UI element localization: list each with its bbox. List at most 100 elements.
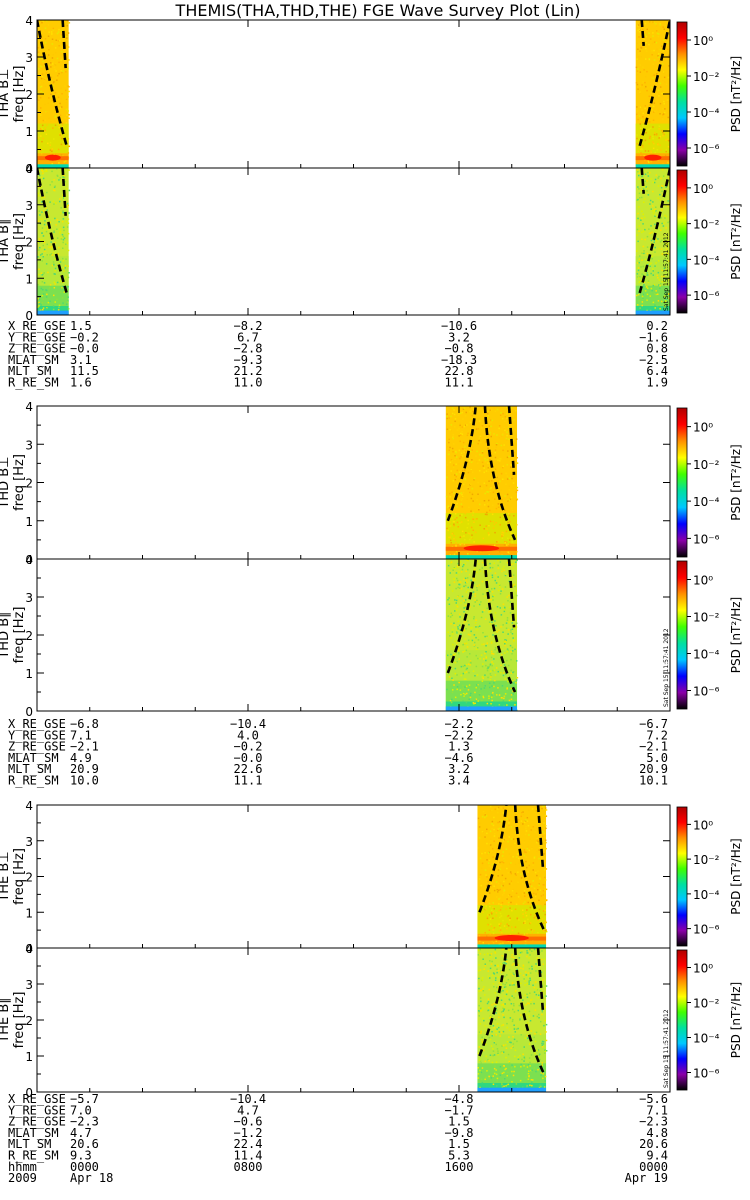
colorbar-tick-label: 10⁻⁴ — [693, 888, 720, 902]
ephemeris-value: 7.2 — [646, 728, 668, 742]
ephemeris-value: 21.2 — [234, 364, 263, 378]
ephemeris-value: 1.3 — [448, 740, 470, 754]
ephemeris-value: 3.2 — [448, 762, 470, 776]
ephemeris-value: 20.9 — [639, 762, 668, 776]
colorbar-label: PSD [nT²/Hz] — [729, 982, 743, 1058]
ephemeris-value: −18.3 — [441, 353, 477, 367]
colorbar-label: PSD [nT²/Hz] — [729, 838, 743, 914]
colorbar-tick-label: 10⁻² — [693, 853, 720, 867]
ephemeris-value: 4.0 — [237, 728, 259, 742]
colorbar-tick-label: 10⁰ — [693, 818, 713, 832]
ephemeris-value: −10.6 — [441, 319, 477, 333]
ephemeris-value: −2.2 — [445, 728, 474, 742]
time-tick-label: 0000 — [639, 1160, 668, 1174]
time-tick-label: 0000 — [70, 1160, 99, 1174]
ephemeris-value: −2.1 — [70, 740, 99, 754]
ephemeris-value: 4.7 — [70, 1126, 92, 1140]
y-tick-label: 3 — [25, 51, 33, 65]
y-tick-label: 1 — [25, 125, 33, 139]
ephemeris-value: 11.1 — [234, 774, 263, 788]
ephemeris-value: 5.0 — [646, 751, 668, 765]
spectrogram-block — [445, 406, 519, 559]
colorbar-tick-label: 10⁻⁶ — [693, 1067, 720, 1081]
ephemeris-value: 11.1 — [445, 376, 474, 390]
ephemeris-value: 4.7 — [237, 1103, 259, 1117]
colorbar-tick-label: 10⁻⁶ — [693, 142, 720, 156]
ephemeris-row-label: Z_RE_GSE — [8, 342, 66, 356]
y-tick-label: 1 — [25, 272, 33, 286]
panel-the-par: 0 1 2 3 4 freq [Hz]THE B∥ 10⁰ 10⁻² 10⁻⁴ 10⁻⁶ PSD [… — [0, 942, 743, 1100]
ephemeris-value: 1.5 — [448, 1115, 470, 1129]
ephemeris-row-label: MLT_SM — [8, 1137, 51, 1151]
ephemeris-value: 6.7 — [237, 330, 259, 344]
ephemeris-value: −0.0 — [234, 751, 263, 765]
colorbar-tick-label: 10⁻² — [693, 611, 720, 625]
panel-label: THA B∥ — [0, 218, 12, 265]
colorbar: 10⁰ 10⁻² 10⁻⁴ 10⁻⁶ PSD [nT²/Hz] — [676, 407, 743, 558]
ephemeris-table-thd: X_RE_GSE −6.8 −10.4 −2.2 −6.7Y_RE_GSE 7.1 4.0−… — [8, 717, 668, 788]
ephemeris-value: 22.6 — [234, 762, 263, 776]
ephemeris-value: 11.4 — [234, 1149, 263, 1163]
ephemeris-row-label: Y_RE_GSE — [8, 1103, 66, 1117]
ephemeris-value: 22.8 — [445, 364, 474, 378]
colorbar-tick-label: 10⁻² — [693, 218, 720, 232]
ephemeris-value: −2.3 — [70, 1115, 99, 1129]
panel-label: THD B⊥ — [0, 456, 12, 509]
y-tick-label: 4 — [25, 942, 33, 956]
ephemeris-value: 3.4 — [448, 774, 470, 788]
colorbar-tick-label: 10⁻² — [693, 70, 720, 84]
y-axis-title: freq [Hz] — [12, 848, 27, 905]
ephemeris-row-label: MLAT_SM — [8, 353, 59, 367]
ephemeris-value: 7.1 — [646, 1103, 668, 1117]
colorbar-tick-label: 10⁰ — [693, 574, 713, 588]
panel-thd-perp: 0 1 2 3 4 freq [Hz]THD B⊥ 10⁰ 10⁻² 10⁻⁴ 10⁻⁶ PSD [… — [0, 400, 743, 567]
year-label: 2009 — [8, 1171, 37, 1185]
colorbar-tick-label: 10⁻² — [693, 997, 720, 1011]
panel-thd-par: 0 1 2 3 4 freq [Hz]THD B∥ 10⁰ 10⁻² 10⁻⁴ 10⁻⁶ PSD [… — [0, 553, 743, 719]
ephemeris-row-label: X_RE_GSE — [8, 717, 66, 731]
colorbar-tick-label: 10⁻⁶ — [693, 923, 720, 937]
chart-title: THEMIS(THA,THD,THE) FGE Wave Survey Plot… — [175, 1, 581, 20]
ephemeris-value: −2.2 — [445, 717, 474, 731]
colorbar-label: PSD [nT²/Hz] — [729, 56, 743, 132]
ephemeris-value: −2.8 — [234, 342, 263, 356]
y-tick-label: 1 — [25, 667, 33, 681]
timestamp-stamp: Sat Sep 15 11:57:41 2012 — [663, 628, 670, 707]
y-tick-label: 4 — [25, 14, 33, 28]
y-tick-label: 2 — [25, 88, 33, 102]
y-tick-label: 0 — [25, 942, 33, 956]
y-tick-label: 1 — [25, 515, 33, 529]
ephemeris-value: 1.5 — [70, 319, 92, 333]
ephemeris-row-label: X_RE_GSE — [8, 319, 66, 333]
ephemeris-value: 4.8 — [646, 1126, 668, 1140]
ephemeris-value: −2.3 — [639, 1115, 668, 1129]
ephemeris-value: 1.6 — [70, 376, 92, 390]
y-tick-label: 2 — [25, 236, 33, 250]
panel-label: THD B∥ — [0, 611, 12, 659]
panel-tha-par: 0 1 2 3 4 freq [Hz]THA B∥ 10⁰ 10⁻² 10⁻⁴ 10⁻⁶ PSD [… — [0, 162, 743, 323]
y-axis-title: freq [Hz] — [12, 992, 27, 1049]
ephemeris-value: 3.1 — [70, 353, 92, 367]
spectrogram-block — [635, 20, 670, 168]
ephemeris-value: 20.6 — [639, 1137, 668, 1151]
y-tick-label: 3 — [25, 978, 33, 992]
colorbar-tick-label: 10⁻⁴ — [693, 648, 720, 662]
timestamp-stamp: Sat Sep 15 11:57:41 2012 — [663, 232, 670, 311]
ephemeris-row-label: R_RE_SM — [8, 774, 59, 788]
ephemeris-value: −0.8 — [445, 342, 474, 356]
colorbar-tick-label: 10⁻⁶ — [693, 289, 720, 303]
colorbar-label: PSD [nT²/Hz] — [729, 203, 743, 279]
ephemeris-row-label: R_RE_SM — [8, 1149, 59, 1163]
panel-frame — [36, 947, 671, 1093]
ephemeris-value: −5.6 — [639, 1092, 668, 1106]
ephemeris-value: −9.3 — [234, 353, 263, 367]
ephemeris-row-label: Z_RE_GSE — [8, 740, 66, 754]
ephemeris-value: 22.4 — [234, 1137, 263, 1151]
ephemeris-value: 7.1 — [70, 728, 92, 742]
ephemeris-value: 20.9 — [70, 762, 99, 776]
ephemeris-value: 11.5 — [70, 364, 99, 378]
ephemeris-value: 9.4 — [646, 1149, 668, 1163]
ephemeris-value: −6.7 — [639, 717, 668, 731]
